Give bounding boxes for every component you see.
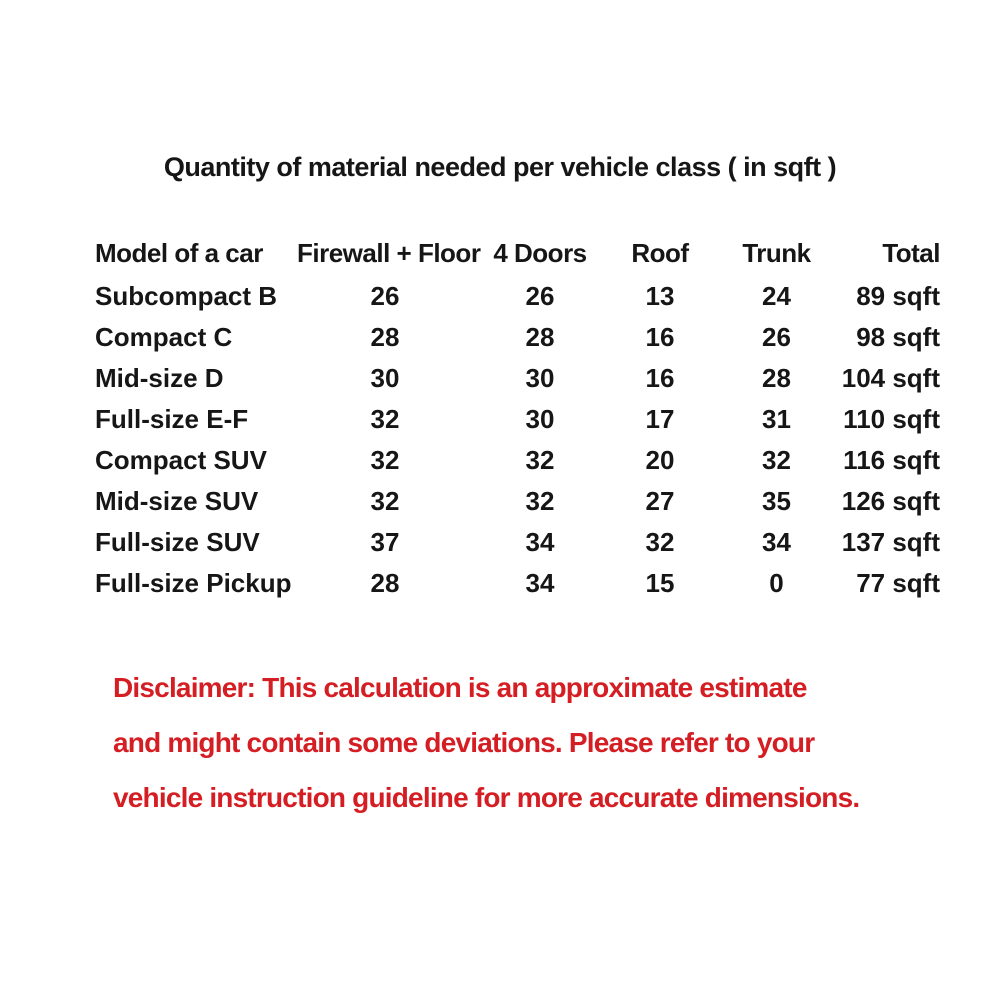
column-header-4-doors: 4 Doors	[493, 238, 587, 268]
page-title: Quantity of material needed per vehicle …	[163, 152, 837, 182]
cell-trunk: 0	[769, 568, 784, 598]
cell-trunk: 31	[762, 404, 791, 434]
column-header-model: Model of a car	[95, 238, 263, 268]
cell-total: 116 sqft	[843, 445, 940, 475]
column-header-trunk: Trunk	[742, 238, 811, 268]
cell-trunk: 34	[762, 527, 791, 557]
cell-trunk: 32	[762, 445, 791, 475]
cell-total: 77 sqft	[856, 568, 940, 598]
cell-model: Mid-size SUV	[95, 486, 259, 516]
cell-4-doors: 32	[525, 486, 555, 516]
table-row: Compact C 28 28 16 26 98 sqft	[95, 317, 940, 358]
cell-total: 137 sqft	[841, 527, 940, 557]
cell-total: 89 sqft	[856, 281, 940, 311]
cell-4-doors: 28	[525, 322, 555, 352]
cell-roof: 16	[645, 322, 675, 352]
cell-total: 110 sqft	[843, 404, 940, 434]
table-row: Mid-size D 30 30 16 28 104 sqft	[95, 358, 940, 399]
cell-roof: 32	[645, 527, 675, 557]
cell-roof: 15	[645, 568, 675, 598]
table-row: Full-size Pickup 28 34 15 0 77 sqft	[95, 563, 940, 604]
cell-roof: 17	[645, 404, 675, 434]
table-row: Full-size E-F 32 30 17 31 110 sqft	[95, 399, 940, 440]
column-header-firewall-floor: Firewall + Floor	[297, 238, 481, 268]
column-header-roof: Roof	[631, 238, 689, 268]
material-table: Model of a car Firewall + Floor 4 Doors …	[95, 233, 941, 604]
cell-4-doors: 34	[525, 527, 555, 557]
disclaimer-line-2: and might contain some deviations. Pleas…	[113, 727, 815, 758]
cell-firewall-floor: 30	[370, 363, 400, 393]
table-row: Full-size SUV 37 34 32 34 137 sqft	[95, 522, 940, 563]
cell-4-doors: 26	[525, 281, 555, 311]
cell-roof: 20	[645, 445, 675, 475]
cell-4-doors: 30	[525, 363, 555, 393]
cell-trunk: 26	[762, 322, 791, 352]
table-header-row: Model of a car Firewall + Floor 4 Doors …	[95, 233, 941, 274]
cell-4-doors: 34	[525, 568, 555, 598]
cell-model: Compact SUV	[95, 445, 267, 475]
cell-model: Full-size E-F	[95, 404, 249, 434]
cell-firewall-floor: 32	[370, 404, 400, 434]
cell-trunk: 28	[762, 363, 791, 393]
cell-roof: 16	[645, 363, 675, 393]
cell-roof: 27	[645, 486, 675, 516]
table-row: Subcompact B 26 26 13 24 89 sqft	[95, 276, 940, 317]
cell-model: Compact C	[95, 322, 233, 352]
table-row: Mid-size SUV 32 32 27 35 126 sqft	[95, 481, 940, 522]
cell-4-doors: 30	[525, 404, 555, 434]
disclaimer-line-1: Disclaimer: This calculation is an appro…	[113, 672, 807, 703]
cell-total: 126 sqft	[841, 486, 940, 516]
cell-total: 104 sqft	[841, 363, 940, 393]
cell-firewall-floor: 28	[370, 568, 400, 598]
disclaimer: Disclaimer: This calculation is an appro…	[113, 660, 953, 825]
cell-model: Full-size Pickup	[95, 568, 292, 598]
cell-firewall-floor: 32	[370, 486, 400, 516]
cell-model: Subcompact B	[95, 281, 278, 311]
disclaimer-line-3: vehicle instruction guideline for more a…	[113, 782, 860, 813]
cell-model: Full-size SUV	[95, 527, 260, 557]
cell-4-doors: 32	[525, 445, 555, 475]
table-row: Compact SUV 32 32 20 32 116 sqft	[95, 440, 940, 481]
cell-firewall-floor: 32	[370, 445, 400, 475]
cell-total: 98 sqft	[856, 322, 940, 352]
cell-firewall-floor: 26	[370, 281, 400, 311]
cell-trunk: 35	[762, 486, 791, 516]
cell-model: Mid-size D	[95, 363, 224, 393]
column-header-total: Total	[882, 238, 940, 268]
cell-firewall-floor: 37	[370, 527, 400, 557]
cell-roof: 13	[645, 281, 675, 311]
cell-trunk: 24	[762, 281, 791, 311]
cell-firewall-floor: 28	[370, 322, 400, 352]
